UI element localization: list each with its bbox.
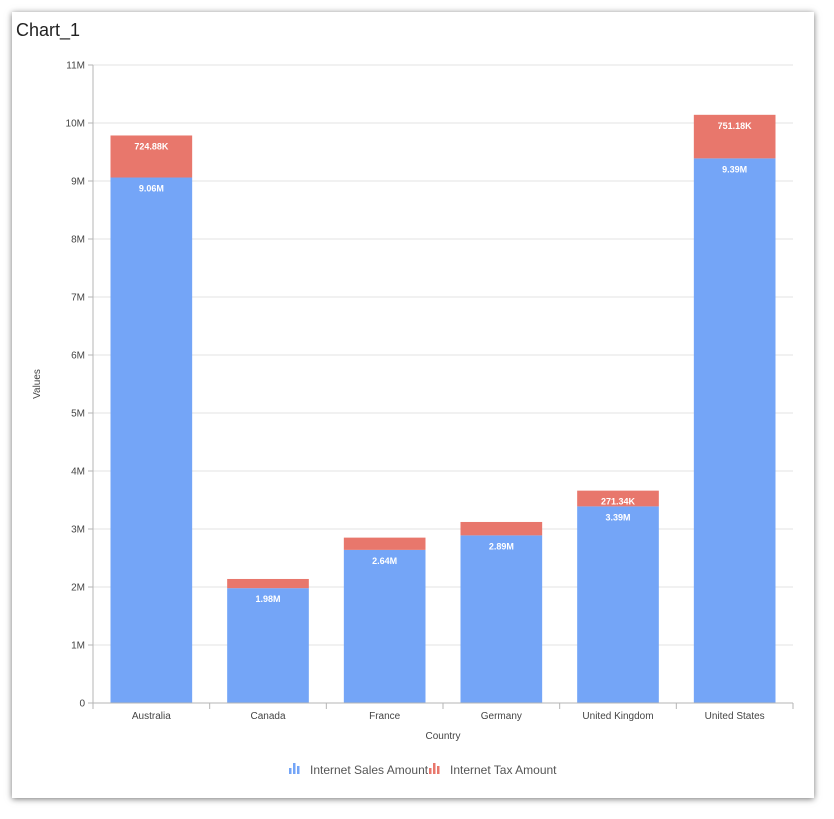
bar-sales [460,535,543,703]
y-tick-label: 11M [66,61,85,72]
y-tick-label: 8M [71,235,85,246]
x-axis-title: Country [425,731,460,742]
chart-title: Chart_1 [16,20,81,40]
x-tick-label: United Kingdom [582,711,653,722]
bar-sales [693,158,776,703]
data-label: 2.89M [489,541,514,551]
bar-tax [693,114,776,159]
legend-icon-bar [297,766,300,774]
bar-sales [110,177,193,703]
y-tick-label: 1M [71,641,85,652]
x-tick-label: France [369,711,401,722]
stacked-bar-chart: 0 1M 2M 3M 4M 5M 6M 7M 8M 9M 10M 11M Australia Canada… [32,61,794,777]
y-tick-label: 10M [66,119,85,130]
x-tick-label: Germany [481,711,522,722]
data-label: 9.06M [139,184,164,194]
y-tick-label: 6M [71,351,85,362]
bar-tax [460,521,543,536]
y-tick-label: 7M [71,293,85,304]
legend-item: Internet Sales Amount [289,763,429,777]
legend-icon-bar [433,763,436,774]
x-tick-label: Canada [250,711,285,722]
x-tick-label: United States [705,711,765,722]
y-tick-label: 9M [71,177,85,188]
y-tick-label: 0 [79,699,85,710]
chart-panel: Chart_1 0 1M 2M 3M 4M 5M 6M 7M 8M 9M 10M 11M Austral… [12,12,814,798]
y-tick-label: 2M [71,583,85,594]
legend-icon-bar [437,766,440,774]
y-axis-title: Values [32,369,43,399]
bar-sales [343,549,426,703]
y-tick-label: 3M [71,525,85,536]
data-label: 2.64M [372,556,397,566]
legend-item: Internet Tax Amount [429,763,557,777]
data-label: 9.39M [722,164,747,174]
y-tick-label: 5M [71,409,85,420]
legend-label: Internet Sales Amount [310,763,429,777]
bar-tax [577,490,659,507]
legend-icon-bar [289,768,292,774]
bar-tax [227,578,309,589]
data-label: 751.18K [718,121,753,131]
data-label: 271.34K [601,497,636,507]
bar-sales [227,588,309,703]
bar-sales [577,506,659,703]
bar-tax [343,537,426,550]
data-label: 724.88K [134,141,169,151]
legend-label: Internet Tax Amount [450,763,557,777]
data-label: 3.39M [605,512,630,522]
legend-icon-bar [293,763,296,774]
legend-icon-bar [429,768,432,774]
bar-tax [110,135,193,178]
x-tick-label: Australia [132,711,171,722]
data-label: 1.98M [255,594,280,604]
y-tick-label: 4M [71,467,85,478]
